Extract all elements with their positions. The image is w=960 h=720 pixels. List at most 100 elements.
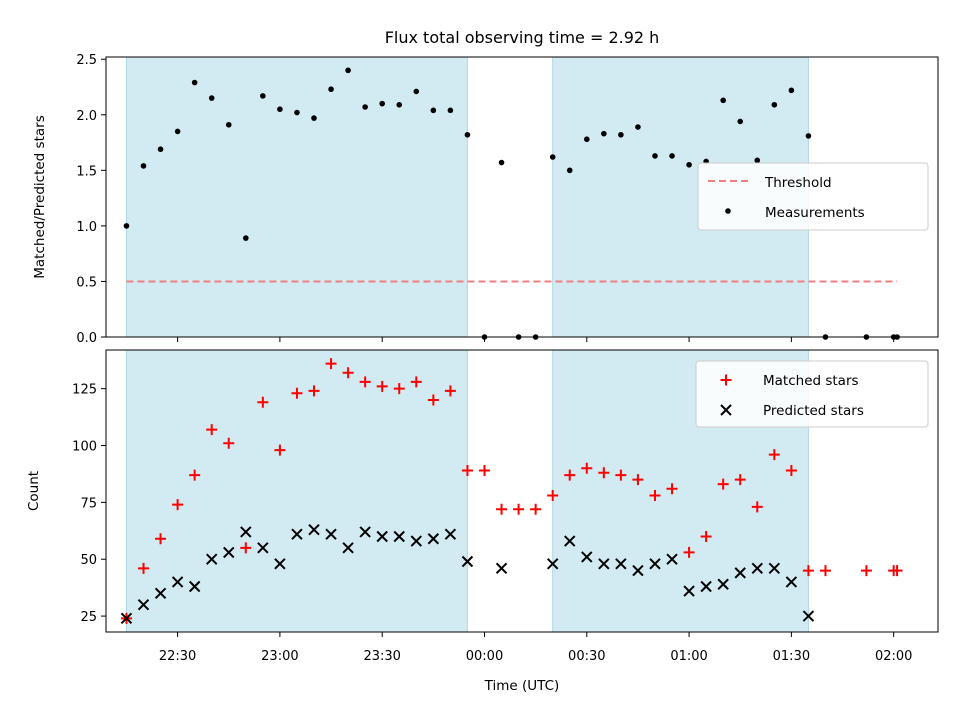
predicted-point [240,526,252,538]
matched-point [291,387,303,399]
bottom-y-axis-label: Count [26,471,42,511]
legend-predicted-swatch [720,404,732,416]
y-tick-label: 2.5 [76,53,97,68]
x-tick-label: 23:30 [363,649,400,664]
predicted-point [632,564,644,577]
predicted-point [717,578,729,590]
predicted-point [598,558,610,570]
y-tick-label: 0.5 [76,275,97,290]
shaded-span-0 [125,56,468,338]
predicted-point [495,562,508,575]
matched-point [496,503,508,515]
measurement-point [720,97,726,104]
matched-point [257,396,269,408]
measurement-point [464,131,471,138]
predicted-point [615,558,627,570]
y-tick-label: 1.5 [76,164,97,179]
predicted-point [700,580,712,593]
x-tick-label: 00:30 [568,649,605,664]
predicted-point [154,587,167,600]
top-markers [123,67,900,340]
measurement-point [191,79,198,86]
x-tick-label: 01:00 [670,649,707,664]
matched-point [860,565,872,577]
matched-point [376,380,388,392]
bottom-yticks: 25 50 75 100 125 [72,383,106,625]
predicted-point [461,555,474,568]
predicted-point [137,599,150,611]
matched-point [155,533,167,545]
matched-point [768,449,780,461]
y-tick-label: 100 [72,440,97,455]
top-axes-frame [105,56,939,338]
measurement-point [174,128,181,135]
predicted-point [785,576,798,588]
top-y-axis-label: Matched/Predicted stars [32,115,48,278]
measurement-point [157,146,164,153]
measurement-point [345,67,351,74]
x-tick-label: 00:00 [466,649,503,664]
measurement-point [652,153,658,159]
measurement-point [362,104,368,110]
matched-point [564,469,576,481]
measurement-point [430,107,437,114]
matched-point [513,503,525,515]
measurement-point [379,100,385,107]
matched-point [325,358,337,370]
x-tick-label: 02:00 [875,649,912,664]
y-tick-label: 75 [80,496,97,511]
matched-point [734,474,746,486]
predicted-point [342,542,354,554]
y-tick-label: 50 [80,553,97,568]
predicted-point [205,553,218,565]
predicted-point [564,535,576,547]
top-shading [125,56,809,338]
chart-title: Flux total observing time = 2.92 h [385,28,660,47]
predicted-point [444,528,457,540]
measurement-point [549,154,556,160]
predicted-point [802,610,815,622]
matched-point [802,565,814,577]
matched-point [274,444,286,456]
matched-point [632,474,644,486]
legend-measurements-label: Measurements [765,205,865,221]
predicted-point [666,553,678,565]
predicted-point [171,576,184,588]
predicted-point [683,585,695,597]
matched-point [683,546,695,558]
matched-point [393,383,405,395]
matched-point [206,424,218,436]
measurement-point [498,159,505,166]
legend-threshold-label: Threshold [764,175,832,191]
predicted-point [120,612,133,625]
measurement-point [311,115,317,121]
matched-point [547,490,559,502]
measurement-point [328,86,334,93]
measurement-point [208,95,215,101]
predicted-point [393,530,405,543]
bottom-markers [120,358,903,625]
predicted-point [274,558,286,570]
matched-point [342,367,354,379]
matched-point [308,385,320,397]
y-tick-label: 25 [80,610,97,625]
measurement-point [413,88,420,95]
matched-point [581,462,593,474]
legend-matched-label: Matched stars [763,373,859,389]
matched-point [891,565,903,577]
top-xticks [177,337,895,342]
predicted-point [291,528,303,540]
predicted-point [376,530,388,543]
measurement-point [243,235,249,241]
matched-point [478,465,490,477]
predicted-point [751,562,763,575]
predicted-point [308,523,320,536]
measurement-point [140,163,147,169]
predicted-point [410,535,423,547]
predicted-point [325,528,337,540]
matched-point [785,465,797,477]
matched-point [189,469,201,481]
measurement-point [123,223,130,229]
matched-point [461,465,473,477]
